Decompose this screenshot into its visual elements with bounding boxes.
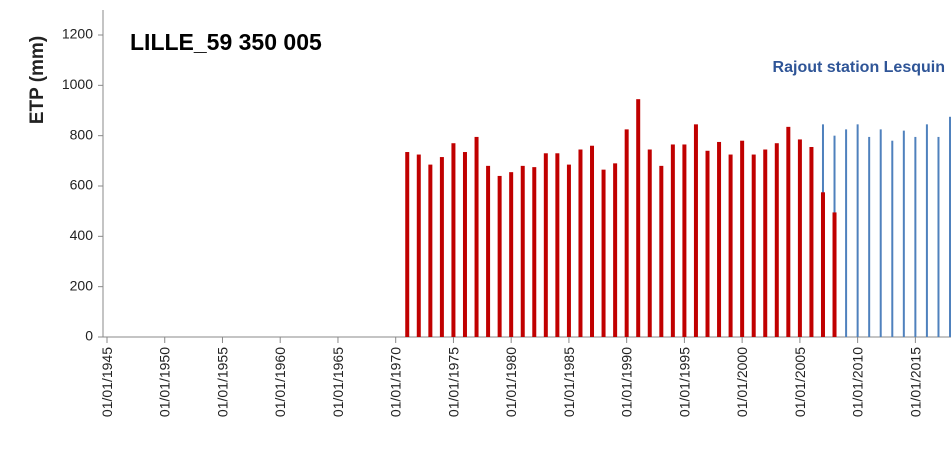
bar <box>590 145 595 337</box>
y-tick-label: 800 <box>70 126 94 142</box>
bar <box>474 136 479 337</box>
x-tick-label: 01/01/1985 <box>561 347 577 417</box>
bar <box>949 116 951 338</box>
bar <box>879 129 882 337</box>
x-tick-label: 01/01/2005 <box>792 347 808 417</box>
bar <box>566 164 571 337</box>
bar <box>647 149 652 337</box>
bar <box>578 149 583 337</box>
bar <box>774 143 779 337</box>
bar <box>809 146 814 337</box>
y-tick-label: 600 <box>70 177 94 193</box>
x-tick-label: 01/01/2000 <box>734 347 750 417</box>
bar <box>937 136 940 337</box>
bar <box>705 150 710 337</box>
bar <box>786 126 791 337</box>
bar <box>717 141 722 337</box>
y-tick-label: 1200 <box>62 26 93 42</box>
bar <box>820 192 825 337</box>
y-axis-label: ETP (mm) <box>27 36 48 124</box>
bar <box>555 153 560 337</box>
annotation: Rajout station Lesquin <box>773 59 945 76</box>
x-tick-label: 01/01/1955 <box>214 347 230 417</box>
bar <box>428 164 433 337</box>
bar <box>520 165 525 337</box>
bar <box>751 154 756 337</box>
x-tick-label: 01/01/1950 <box>157 347 173 417</box>
x-tick-label: 01/01/1990 <box>619 347 635 417</box>
bar <box>856 124 859 337</box>
bar <box>868 136 871 337</box>
bar <box>462 152 467 337</box>
chart-title: LILLE_59 350 005 <box>130 29 322 55</box>
y-tick-label: 200 <box>70 277 94 293</box>
x-tick-label: 01/01/1945 <box>99 347 115 417</box>
bar <box>659 165 664 337</box>
x-tick-label: 01/01/1980 <box>503 347 519 417</box>
bar <box>439 157 444 337</box>
bar <box>613 163 618 337</box>
x-tick-label: 01/01/2015 <box>907 347 923 417</box>
bar <box>740 140 745 337</box>
bar <box>405 152 410 337</box>
bar <box>682 144 687 337</box>
x-tick-label: 01/01/1970 <box>388 347 404 417</box>
bar <box>636 99 641 337</box>
y-tick-label: 400 <box>70 227 94 243</box>
bar <box>845 129 848 337</box>
bar <box>624 129 629 337</box>
bar <box>451 143 456 337</box>
title-box <box>118 20 368 66</box>
bar <box>497 175 502 337</box>
bar <box>543 153 548 337</box>
bar <box>486 165 491 337</box>
bar <box>925 124 928 337</box>
bar <box>532 167 537 337</box>
x-tick-label: 01/01/1960 <box>272 347 288 417</box>
bar <box>728 154 733 337</box>
x-tick-label: 01/01/2010 <box>850 347 866 417</box>
bar <box>832 212 837 337</box>
bar <box>601 169 606 337</box>
bar <box>914 136 917 337</box>
bar <box>891 140 894 337</box>
y-tick-label: 0 <box>85 328 93 344</box>
x-tick-label: 01/01/1965 <box>330 347 346 417</box>
x-tick-label: 01/01/1975 <box>445 347 461 417</box>
bar <box>902 130 905 337</box>
bar <box>763 149 768 337</box>
x-tick-label: 01/01/1995 <box>676 347 692 417</box>
bar <box>670 144 675 337</box>
bar <box>693 124 698 337</box>
bar <box>509 172 514 337</box>
bar <box>797 139 802 337</box>
bar <box>416 154 421 337</box>
y-tick-label: 1000 <box>62 76 93 92</box>
